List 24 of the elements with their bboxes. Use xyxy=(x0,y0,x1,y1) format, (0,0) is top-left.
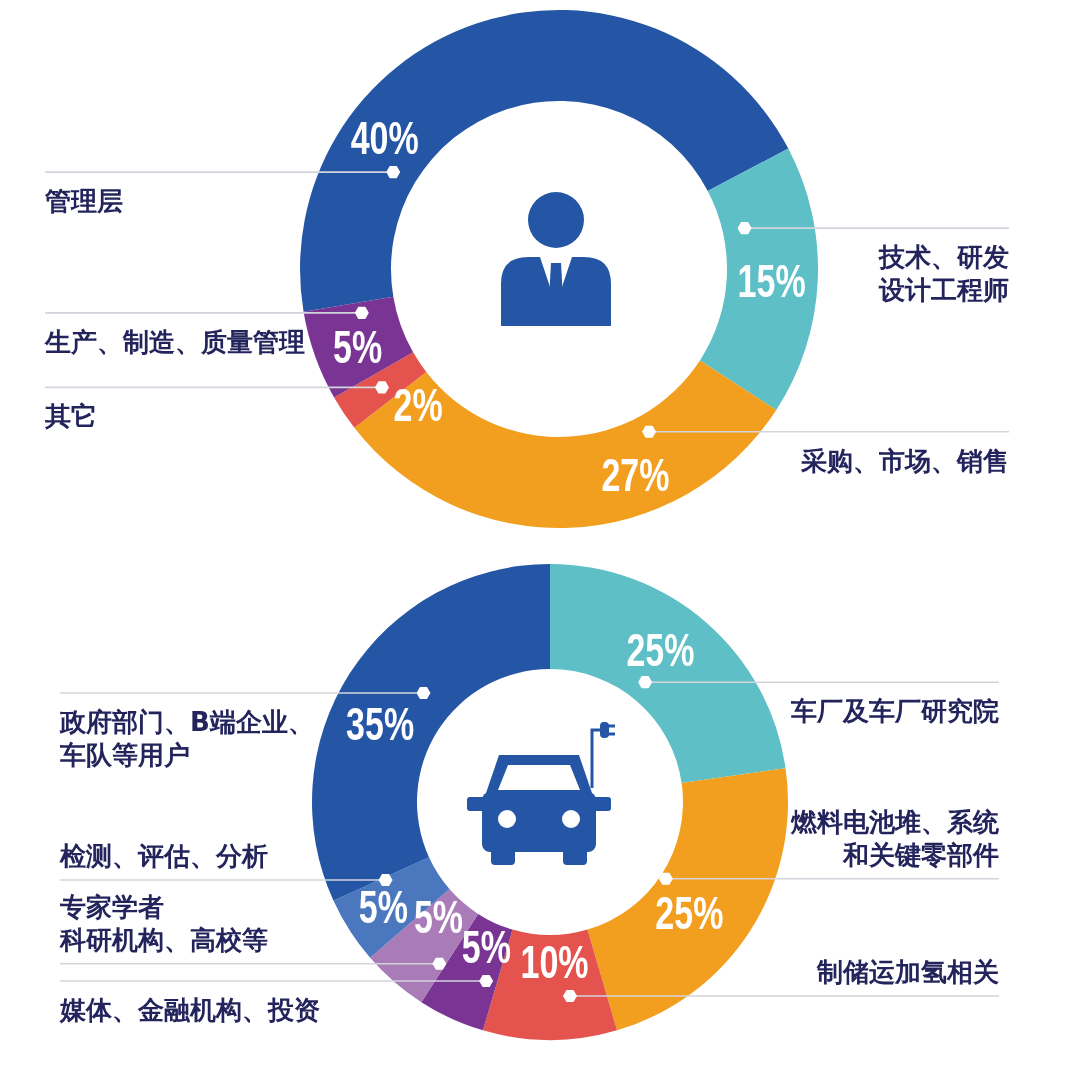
value-label: 25% xyxy=(655,886,724,939)
value-label: 10% xyxy=(520,935,589,989)
category-label: 专家学者科研机构、高校等 xyxy=(60,891,268,955)
value-label: 15% xyxy=(737,254,806,308)
category-label: 媒体、金融机构、投资 xyxy=(60,994,320,1025)
value-label: 5% xyxy=(461,920,511,973)
category-label: 车厂及车厂研究院 xyxy=(791,696,999,727)
category-label: 检测、评估、分析 xyxy=(60,840,268,871)
value-label: 5% xyxy=(358,880,408,934)
category-label: 燃料电池堆、系统和关键零部件 xyxy=(791,806,999,870)
value-label: 5% xyxy=(333,321,383,374)
value-label: 40% xyxy=(350,111,419,165)
category-label: 政府部门、B端企业、车队等用户 xyxy=(60,707,314,770)
category-label: 制储运加氢相关 xyxy=(817,956,999,987)
category-label: 管理层 xyxy=(45,186,123,217)
category-label: 采购、市场、销售 xyxy=(801,445,1009,476)
value-label: 5% xyxy=(413,890,464,943)
value-label: 2% xyxy=(393,379,443,432)
category-label: 其它 xyxy=(45,401,97,432)
value-label: 27% xyxy=(601,449,670,502)
category-label: 技术、研发设计工程师 xyxy=(879,242,1009,306)
value-label: 35% xyxy=(346,697,415,750)
category-label: 生产、制造、质量管理 xyxy=(45,326,305,357)
value-label: 25% xyxy=(626,623,695,677)
